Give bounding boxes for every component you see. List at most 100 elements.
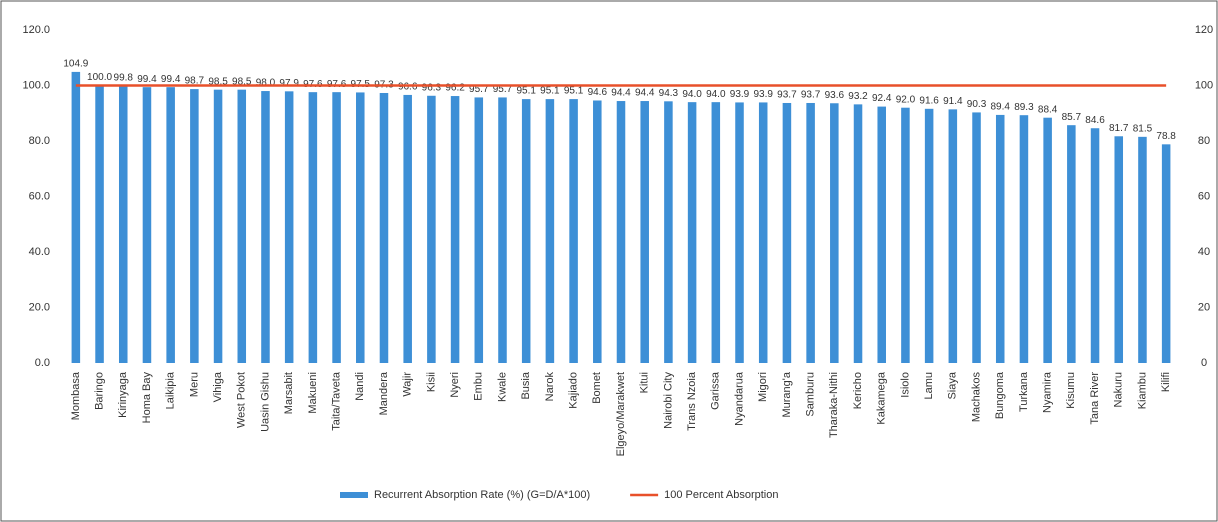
value-label: 92.0	[896, 94, 916, 105]
x-tick-label: Samburu	[805, 372, 817, 417]
y-tick-label: 0.0	[35, 357, 50, 369]
x-tick-label: Tana River	[1089, 372, 1101, 425]
bar	[1067, 125, 1076, 364]
bar	[379, 92, 389, 364]
value-label: 96.6	[398, 82, 418, 93]
bar	[664, 101, 673, 363]
x-tick-label: Kisii	[425, 372, 437, 392]
x-tick-label: Marsabit	[283, 372, 295, 414]
x-tick-label: Kisumu	[1065, 372, 1077, 409]
bar	[1138, 136, 1147, 363]
bar	[450, 96, 460, 364]
x-tick-label: Mandera	[378, 371, 390, 415]
bar	[901, 107, 910, 363]
x-tick-label: Kwale	[496, 372, 508, 402]
value-label: 97.9	[279, 78, 299, 89]
x-tick-label: Bungoma	[994, 371, 1006, 419]
legend-label: 100 Percent Absorption	[664, 489, 778, 501]
x-tick-label: Taita/Taveta	[330, 371, 342, 431]
bar	[521, 99, 531, 363]
bar	[806, 102, 815, 364]
bar	[640, 101, 649, 363]
bar	[118, 86, 128, 364]
bar	[545, 99, 555, 363]
bar	[877, 106, 886, 363]
x-tick-label: Narok	[544, 372, 556, 402]
x-tick-label: Kitui	[639, 372, 651, 393]
value-label: 95.1	[516, 86, 536, 97]
value-label: 94.3	[659, 88, 679, 99]
x-tick-label: Nandi	[354, 372, 366, 401]
x-tick-label: Nyandarua	[733, 371, 745, 426]
y-tick-label: 80.0	[29, 135, 50, 147]
bar	[711, 102, 721, 364]
bar	[569, 99, 578, 363]
bar	[687, 102, 697, 364]
value-label: 91.4	[943, 96, 963, 107]
x-tick-label: Bomet	[591, 372, 603, 404]
value-label: 95.1	[564, 86, 584, 97]
x-tick-label: Tharaka-Nithi	[828, 372, 840, 438]
x-tick-label: Nyamira	[1042, 371, 1054, 413]
value-label: 99.8	[114, 73, 134, 84]
bar	[616, 101, 626, 363]
bar	[356, 92, 365, 363]
value-label: 91.6	[919, 95, 939, 106]
bar	[972, 112, 981, 363]
x-tick-label: Kericho	[852, 372, 864, 409]
value-label: 88.4	[1038, 104, 1058, 115]
x-tick-label: Nairobi City	[662, 372, 674, 429]
x-tick-label: Kiambu	[1136, 372, 1148, 409]
bar	[190, 89, 199, 364]
y2-tick-label: 20	[1198, 301, 1210, 313]
bar	[166, 87, 175, 363]
value-label: 96.3	[422, 82, 442, 93]
value-label: 98.0	[256, 78, 276, 89]
value-label: 94.4	[611, 88, 631, 99]
x-tick-label: Uasin Gishu	[259, 372, 271, 432]
x-tick-label: Migori	[757, 372, 769, 402]
bar	[403, 94, 412, 363]
value-label: 98.5	[208, 76, 228, 87]
bar	[213, 89, 223, 363]
value-label: 84.6	[1085, 115, 1105, 126]
x-tick-label: Laikipia	[165, 371, 177, 409]
value-label: 95.1	[540, 86, 560, 97]
value-label: 96.2	[445, 83, 465, 94]
x-tick-label: Siaya	[947, 371, 959, 399]
bar	[782, 102, 792, 364]
x-tick-label: Elgeyo/Marakwet	[615, 372, 627, 456]
x-tick-label: Meru	[188, 372, 200, 397]
value-label: 94.6	[588, 87, 608, 98]
value-label: 81.5	[1133, 123, 1153, 134]
value-label: 81.7	[1109, 123, 1129, 134]
bar	[308, 92, 318, 363]
y2-tick-label: 0	[1201, 357, 1207, 369]
value-label: 93.6	[825, 90, 845, 101]
y2-tick-label: 60	[1198, 190, 1210, 202]
x-tick-label: West Pokot	[236, 372, 248, 428]
x-tick-label: Vihiga	[212, 371, 224, 402]
value-label: 92.4	[872, 93, 892, 104]
x-tick-label: Wajir	[402, 372, 414, 397]
x-tick-label: Kirinyaga	[117, 371, 129, 418]
y-tick-label: 100.0	[22, 79, 50, 91]
bar	[1043, 117, 1052, 363]
bar	[332, 92, 341, 363]
bar	[758, 102, 768, 364]
value-label: 93.7	[777, 90, 797, 101]
bar	[237, 89, 247, 363]
x-tick-label: Makueni	[307, 372, 319, 414]
y2-tick-label: 120	[1195, 24, 1213, 36]
x-tick-label: Kakamega	[876, 371, 888, 424]
y-tick-label: 60.0	[29, 190, 50, 202]
x-tick-label: Homa Bay	[141, 372, 153, 424]
value-label: 93.9	[730, 89, 750, 100]
bar	[853, 104, 863, 364]
value-label: 93.9	[753, 89, 773, 100]
y-tick-label: 120.0	[22, 24, 50, 36]
x-tick-label: Trans Nzoia	[686, 371, 698, 431]
bar	[924, 108, 934, 363]
y-tick-label: 20.0	[29, 301, 50, 313]
